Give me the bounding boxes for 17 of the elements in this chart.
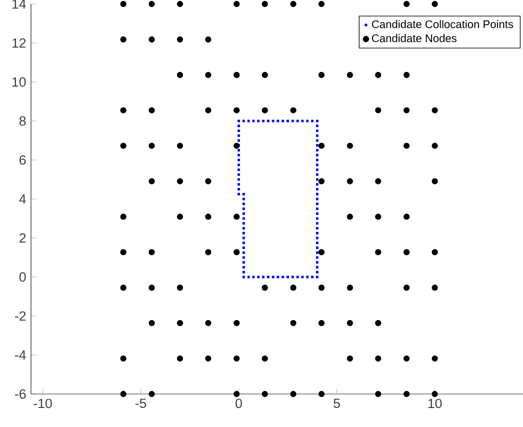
y-tick-label: 0 — [19, 272, 26, 282]
y-tick-label: 2 — [20, 233, 26, 243]
x-tick-label: -10 — [34, 398, 52, 408]
y-tick-label: 4 — [19, 194, 26, 204]
legend-label: Candidate Collocation Points — [372, 20, 514, 28]
legend-label: Candidate Nodes — [372, 34, 457, 42]
x-tick-label: 10 — [428, 398, 442, 408]
y-tick-label: -2 — [15, 311, 26, 321]
y-tick-label: 12 — [12, 38, 26, 48]
y-tick-label: 6 — [20, 155, 26, 165]
y-tick-label: -4 — [15, 350, 26, 360]
y-tick-label: -6 — [15, 389, 26, 399]
y-tick-label: 8 — [19, 116, 26, 126]
y-tick-label: 10 — [12, 77, 26, 87]
x-tick-label: -5 — [135, 398, 146, 408]
x-tick-label: 0 — [236, 398, 242, 408]
x-tick-label: 5 — [334, 398, 340, 408]
